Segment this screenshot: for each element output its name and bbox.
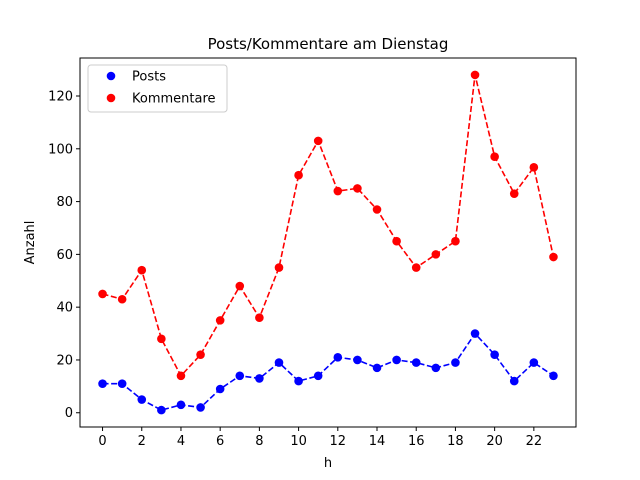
data-point-posts: [176, 400, 186, 410]
data-point-posts: [117, 379, 127, 389]
data-point-posts: [431, 363, 441, 373]
data-point-posts: [411, 358, 421, 367]
legend-marker-posts: [106, 71, 116, 81]
data-point-kommentare: [509, 189, 519, 198]
x-tick-label: 4: [177, 434, 185, 449]
legend-marker-kommentare: [106, 93, 116, 103]
y-tick-label: 60: [56, 248, 73, 263]
data-point-kommentare: [333, 186, 343, 196]
data-point-posts: [509, 376, 519, 386]
data-point-posts: [196, 403, 205, 412]
y-axis: 0 20 40 60 80 100 120: [48, 90, 80, 421]
x-tick-label: 8: [255, 434, 263, 449]
x-tick-label: 10: [290, 434, 307, 449]
data-point-kommentare: [196, 350, 205, 359]
series-layer: [98, 70, 558, 415]
data-point-kommentare: [392, 236, 401, 246]
data-point-posts: [490, 350, 499, 359]
y-axis-label: Anzahl: [23, 221, 38, 265]
data-point-posts: [392, 355, 401, 365]
legend-label-kommentare: Kommentare: [132, 92, 216, 107]
y-tick-label: 40: [56, 301, 73, 316]
data-point-kommentare: [529, 162, 539, 172]
y-tick-label: 100: [48, 142, 73, 157]
data-point-kommentare: [451, 236, 460, 246]
y-tick-label: 0: [65, 406, 73, 421]
x-tick-label: 2: [138, 434, 146, 449]
x-tick-label: 22: [526, 434, 543, 449]
x-tick-label: 20: [486, 434, 503, 449]
y-tick-label: 120: [48, 90, 73, 105]
data-point-kommentare: [294, 170, 303, 180]
y-tick-label: 20: [56, 353, 73, 368]
x-tick-label: 18: [447, 434, 464, 449]
data-point-kommentare: [235, 281, 245, 291]
data-point-posts: [294, 376, 303, 386]
data-point-posts: [529, 358, 539, 367]
data-point-posts: [313, 371, 323, 381]
data-point-posts: [549, 371, 558, 381]
legend-label-posts: Posts: [132, 70, 166, 85]
series-line-kommentare: [102, 74, 555, 378]
x-tick-label: 0: [98, 434, 106, 449]
data-point-posts: [235, 371, 245, 381]
data-point-posts: [215, 384, 225, 394]
plot-frame: [79, 57, 577, 428]
data-point-kommentare: [215, 316, 225, 325]
data-point-kommentare: [137, 265, 147, 275]
data-point-kommentare: [411, 263, 421, 272]
data-point-posts: [333, 353, 343, 362]
data-point-kommentare: [255, 313, 264, 323]
data-point-posts: [137, 395, 147, 404]
series-kommentare: [98, 70, 558, 381]
data-point-kommentare: [470, 70, 480, 80]
data-point-posts: [372, 363, 382, 373]
legend: Posts Kommentare: [87, 64, 228, 113]
data-point-kommentare: [274, 263, 284, 272]
data-point-kommentare: [117, 294, 127, 304]
data-point-kommentare: [98, 289, 107, 299]
data-point-posts: [451, 358, 460, 367]
x-tick-label: 14: [369, 434, 386, 449]
data-point-posts: [274, 358, 284, 367]
series-line-posts: [102, 332, 554, 411]
x-axis-label: h: [324, 456, 332, 471]
data-point-posts: [157, 405, 166, 415]
data-point-kommentare: [431, 250, 441, 259]
data-point-kommentare: [372, 205, 382, 214]
chart-title: Posts/Kommentare am Dienstag: [208, 35, 449, 53]
data-point-kommentare: [549, 252, 558, 262]
series-posts: [98, 329, 558, 415]
data-point-posts: [470, 329, 480, 338]
data-point-kommentare: [313, 136, 323, 146]
y-tick-label: 80: [56, 195, 73, 210]
data-point-posts: [255, 374, 264, 383]
data-point-kommentare: [490, 152, 499, 162]
x-tick-label: 6: [216, 434, 224, 449]
data-point-posts: [98, 379, 107, 389]
x-tick-label: 12: [330, 434, 347, 449]
data-point-posts: [353, 355, 362, 365]
legend-box: [87, 64, 228, 113]
x-tick-label: 16: [408, 434, 425, 449]
data-point-kommentare: [176, 371, 186, 381]
data-point-kommentare: [157, 334, 166, 344]
x-axis: 0 2 4 6 8 10 12 14 16 18 20 22: [98, 427, 542, 449]
data-point-kommentare: [353, 184, 362, 193]
